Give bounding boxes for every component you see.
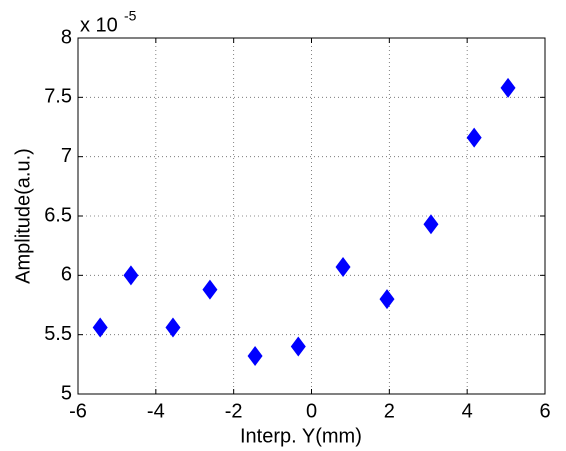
x-tick-label: 4 xyxy=(462,400,473,422)
x-tick-label: -2 xyxy=(225,400,243,422)
y-tick-label: 7.5 xyxy=(44,86,72,108)
x-tick-label: 2 xyxy=(384,400,395,422)
data-point xyxy=(423,214,439,235)
y-tick-label: 7 xyxy=(61,145,72,167)
y-axis-label: Amplitude(a.u.) xyxy=(12,148,34,284)
y-multiplier-exponent: -5 xyxy=(124,8,137,24)
data-point xyxy=(290,336,306,357)
y-multiplier: x 10 xyxy=(80,14,118,36)
data-point xyxy=(165,317,181,338)
data-point xyxy=(500,77,516,98)
x-tick-label: -4 xyxy=(147,400,165,422)
y-tick-label: 8 xyxy=(61,26,72,48)
data-point xyxy=(92,317,108,338)
plot-frame xyxy=(77,37,546,395)
data-point xyxy=(247,346,263,367)
x-tick-label: -6 xyxy=(69,400,87,422)
y-tick-label: 5 xyxy=(61,382,72,404)
x-tick-label: 6 xyxy=(539,400,550,422)
data-point xyxy=(379,289,395,310)
x-axis-label: Interp. Y(mm) xyxy=(240,425,362,447)
x-tick-label: 0 xyxy=(306,400,317,422)
data-point xyxy=(466,127,482,148)
y-tick-label: 6 xyxy=(61,264,72,286)
y-tick-label: 5.5 xyxy=(44,323,72,345)
data-point xyxy=(202,279,218,300)
data-point xyxy=(335,257,351,278)
data-point xyxy=(123,265,139,286)
y-tick-label: 6.5 xyxy=(44,204,72,226)
